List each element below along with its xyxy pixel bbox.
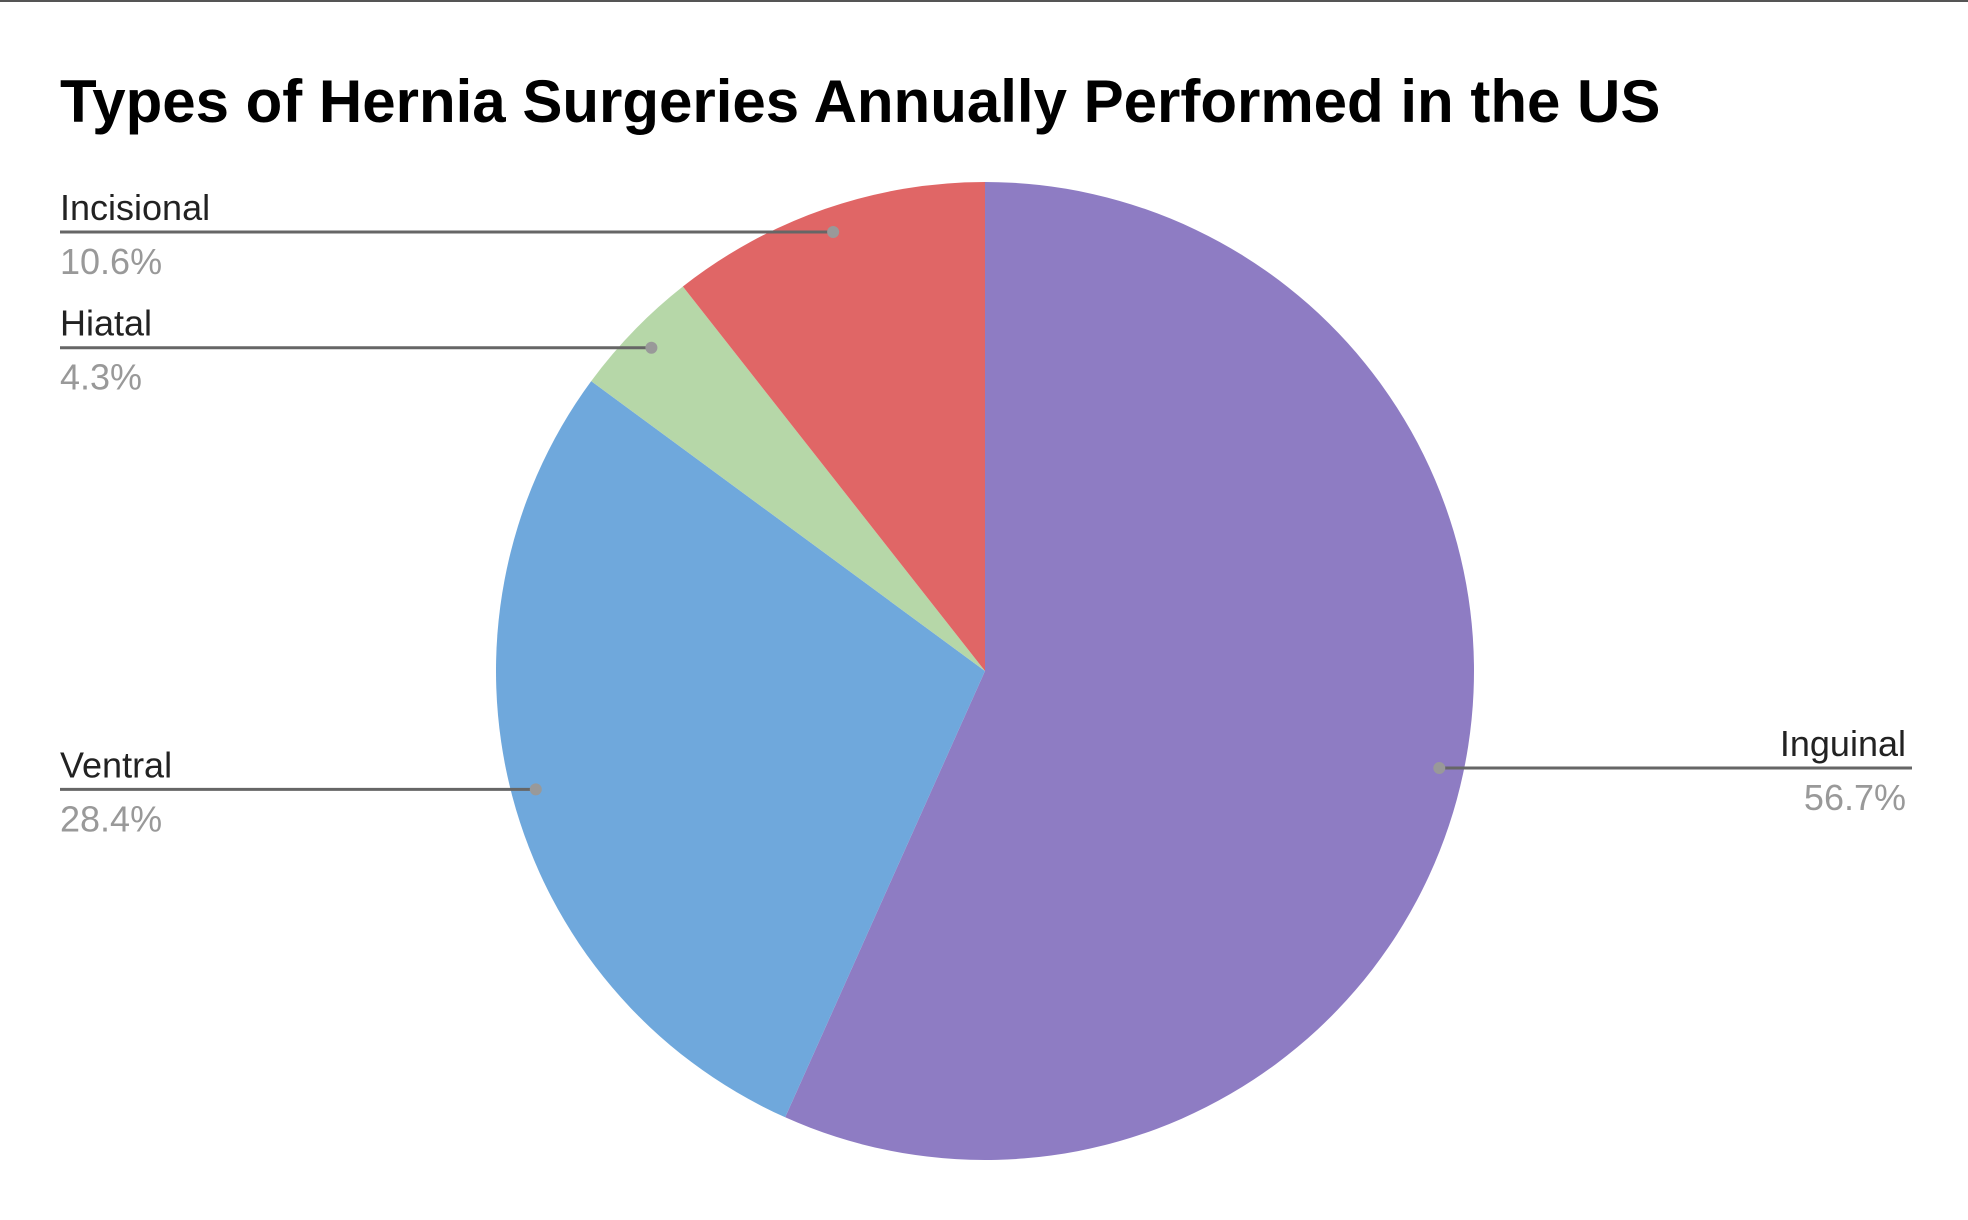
slice-label: Inguinal [1780, 723, 1906, 764]
chart-title: Types of Hernia Surgeries Annually Perfo… [60, 68, 1660, 135]
pie-slice [682, 182, 985, 671]
slice-value-label: 10.6% [60, 241, 162, 282]
slice-label: Incisional [60, 187, 210, 228]
leader-dot [645, 341, 658, 354]
slice-label: Hiatal [60, 303, 152, 344]
slice-label: Ventral [60, 744, 172, 785]
pie-slice [591, 286, 985, 671]
leader-dot [1433, 762, 1446, 775]
slice-value-label: 4.3% [60, 357, 142, 398]
pie-slice [496, 381, 985, 1118]
leader-dot [529, 783, 542, 796]
slice-value-label: 56.7% [1804, 777, 1906, 818]
slice-value-label: 28.4% [60, 798, 162, 839]
pie-slice [785, 182, 1474, 1160]
leader-dot [827, 225, 840, 238]
